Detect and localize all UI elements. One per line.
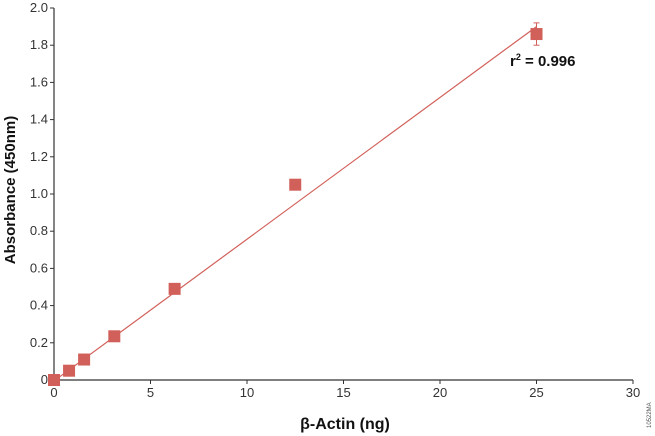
r-squared-annotation: r2 = 0.996 [510,52,576,70]
data-point [289,178,302,191]
y-tick-label: 0 [41,372,48,387]
x-axis-label: β-Actin (ng) [300,416,390,433]
x-tick-label: 25 [529,385,543,400]
data-point [168,282,181,295]
data-point [48,374,60,386]
data-point [78,353,91,366]
y-tick-label: 0.8 [30,223,48,238]
y-tick-label: 2.0 [30,0,48,15]
y-tick-label: 0.4 [30,298,48,313]
data-point [63,364,76,377]
y-tick-label: 0.6 [30,260,48,275]
y-axis-label: Absorbance (450nm) [2,116,19,264]
x-tick-label: 0 [50,385,57,400]
y-tick-label: 1.6 [30,74,48,89]
watermark: 10522MA [647,402,653,428]
data-point [530,28,543,41]
y-tick-label: 1.2 [30,149,48,164]
regression-line [53,26,537,382]
x-tick-label: 30 [626,385,640,400]
x-tick-label: 20 [433,385,447,400]
y-tick-label: 1.8 [30,37,48,52]
data-point [108,330,121,343]
y-tick-label: 1.0 [30,186,48,201]
y-tick-label: 1.4 [30,112,48,127]
y-tick-label: 0.2 [30,335,48,350]
x-tick-label: 15 [336,385,350,400]
x-tick-label: 10 [240,385,254,400]
x-tick-label: 5 [147,385,154,400]
